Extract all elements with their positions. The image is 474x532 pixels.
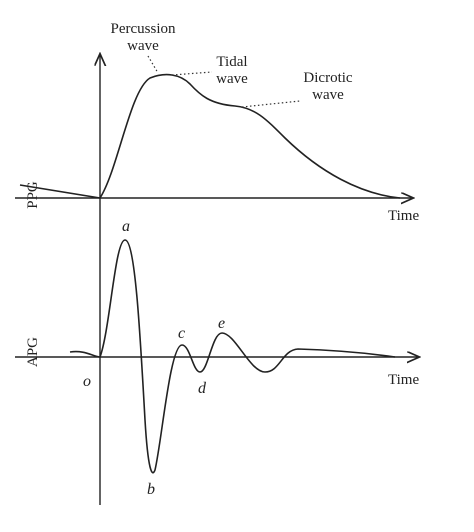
origin-label: o — [83, 373, 91, 390]
point-label: e — [218, 315, 225, 332]
annotation: Tidal — [216, 54, 247, 70]
annotation: wave — [216, 71, 248, 87]
annotation: Dicrotic — [303, 70, 352, 86]
leader-line — [171, 71, 213, 76]
apg-curve — [69, 239, 396, 474]
point-label: b — [147, 481, 155, 498]
apg-time-label: Time — [388, 372, 419, 388]
annotation: wave — [127, 38, 159, 54]
leader-line — [147, 55, 159, 74]
ppg-label: PPG — [25, 181, 41, 209]
ppg-time-label: Time — [388, 208, 419, 224]
apg-label: APG — [25, 337, 41, 367]
point-label: c — [178, 325, 185, 342]
point-label: d — [198, 380, 207, 397]
ppg-curve — [19, 73, 401, 199]
annotation: wave — [312, 87, 344, 103]
annotation: Percussion — [111, 21, 176, 37]
leader-line — [241, 100, 301, 108]
point-label: a — [122, 218, 130, 235]
